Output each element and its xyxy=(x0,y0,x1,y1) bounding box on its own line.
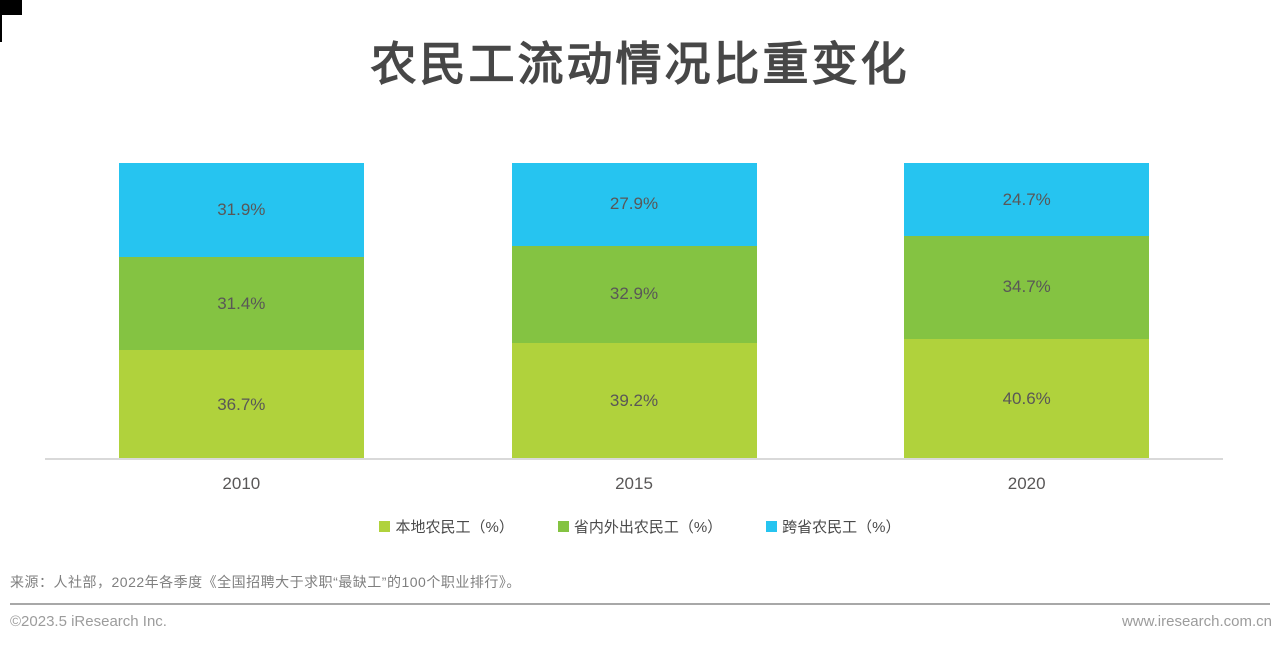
segment-within-province: 31.4% xyxy=(118,257,364,351)
stacked-bar-chart: 31.9% 31.4% 36.7% 27.9% 32.9% 39.2% xyxy=(45,163,1223,459)
segment-cross-province: 24.7% xyxy=(904,163,1150,237)
x-tick-2020: 2020 xyxy=(1007,474,1046,493)
chart-title: 农民工流动情况比重变化 xyxy=(370,38,910,90)
x-axis-line xyxy=(45,458,1223,460)
value-label: 36.7% xyxy=(217,394,266,414)
chart-legend: 本地农民工（%） 省内外出农民工（%） 跨省农民工（%） xyxy=(0,516,1280,537)
segment-cross-province: 27.9% xyxy=(511,163,757,246)
bar-column-2020: 24.7% 34.7% 40.6% xyxy=(830,163,1223,459)
legend-swatch-within-province xyxy=(557,521,569,532)
segment-within-province: 34.7% xyxy=(904,236,1150,339)
stacked-bar: 31.9% 31.4% 36.7% xyxy=(118,163,364,459)
website-url: www.iresearch.com.cn xyxy=(1121,613,1272,630)
legend-item-within-province: 省内外出农民工（%） xyxy=(557,516,723,537)
value-label: 24.7% xyxy=(1002,189,1051,209)
corner-square-decoration xyxy=(0,0,22,15)
value-label: 39.2% xyxy=(609,390,659,410)
corner-line-decoration xyxy=(0,15,2,42)
x-axis-labels: 2010 2015 2020 xyxy=(45,474,1223,494)
footer-divider xyxy=(10,603,1270,605)
value-label: 31.4% xyxy=(217,293,266,313)
stacked-bar: 27.9% 32.9% 39.2% xyxy=(511,163,757,459)
segment-within-province: 32.9% xyxy=(511,245,757,343)
stacked-bar: 24.7% 34.7% 40.6% xyxy=(904,163,1150,459)
x-tick-2010: 2010 xyxy=(222,474,261,493)
bar-column-2015: 27.9% 32.9% 39.2% xyxy=(438,163,831,459)
source-note: 来源：人社部，2022年各季度《全国招聘大于求职“最缺工”的100个职业排行》。 xyxy=(10,574,521,590)
value-label: 27.9% xyxy=(609,194,659,214)
segment-local: 39.2% xyxy=(511,342,757,459)
copyright-text: ©2023.5 iResearch Inc. xyxy=(10,613,167,630)
legend-swatch-cross-province xyxy=(766,521,778,532)
x-tick-2015: 2015 xyxy=(615,474,653,493)
legend-item-local: 本地农民工（%） xyxy=(379,516,514,537)
legend-label: 跨省农民工（%） xyxy=(782,519,901,536)
value-label: 34.7% xyxy=(1002,277,1051,297)
legend-label: 本地农民工（%） xyxy=(395,519,514,536)
legend-item-cross-province: 跨省农民工（%） xyxy=(766,516,901,537)
segment-cross-province: 31.9% xyxy=(118,163,364,258)
segment-local: 40.6% xyxy=(904,338,1150,459)
value-label: 31.9% xyxy=(217,200,266,220)
legend-swatch-local xyxy=(379,521,391,532)
legend-label: 省内外出农民工（%） xyxy=(573,519,723,536)
value-label: 40.6% xyxy=(1002,388,1051,408)
value-label: 32.9% xyxy=(609,284,659,304)
segment-local: 36.7% xyxy=(118,350,364,459)
bar-column-2010: 31.9% 31.4% 36.7% xyxy=(45,163,438,459)
